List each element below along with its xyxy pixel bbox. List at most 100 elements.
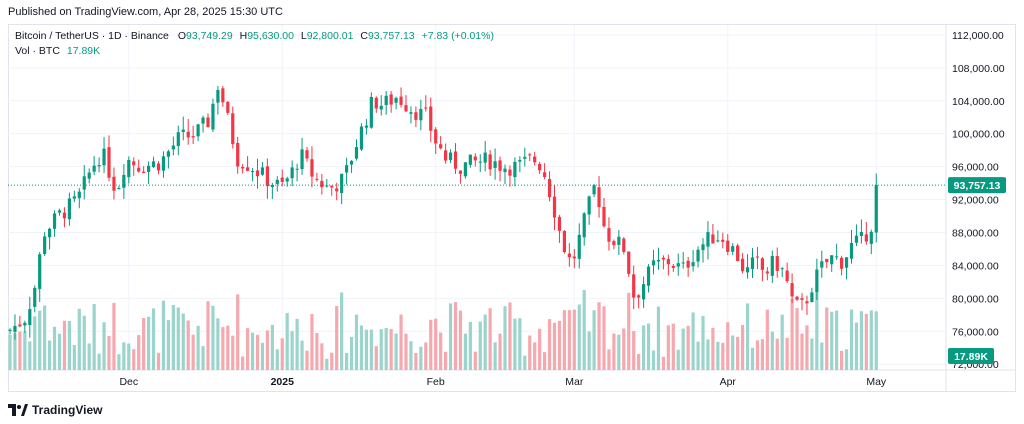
volume-bar: [869, 310, 873, 370]
volume-bar: [92, 304, 96, 370]
volume-bar: [770, 331, 774, 370]
candle-body: [780, 268, 784, 270]
volume-bar: [468, 321, 472, 370]
volume-bar: [706, 339, 710, 370]
candle-body: [731, 246, 735, 252]
candle-body: [161, 156, 166, 171]
candle-body: [409, 112, 413, 114]
candle-body: [448, 152, 453, 160]
volume-bar: [127, 343, 131, 370]
symbol-title[interactable]: Bitcoin / TetherUS · 1D · Binance: [15, 30, 169, 42]
volume-bar: [681, 328, 685, 370]
volume-bar: [741, 324, 745, 370]
volume-label[interactable]: Vol · BTC: [15, 45, 60, 57]
time-tick-label: Apr: [720, 376, 737, 388]
footer: TradingView: [8, 402, 102, 418]
candle-body: [226, 101, 230, 113]
volume-bar: [196, 325, 200, 370]
volume-bar: [43, 305, 47, 370]
volume-bar: [864, 313, 868, 370]
candle-body: [840, 257, 844, 269]
volume-bar: [221, 327, 225, 370]
candle-body: [869, 231, 873, 244]
candle-body: [176, 132, 180, 146]
candle-body: [543, 172, 547, 178]
candle-body: [77, 191, 81, 199]
candle-body: [394, 97, 398, 103]
volume-bar: [765, 309, 769, 370]
candle-body: [260, 167, 265, 175]
candle-body: [478, 161, 482, 163]
candle-body: [642, 284, 646, 300]
candle-body: [315, 178, 319, 180]
price-tick-label: 112,000.00: [952, 30, 1004, 42]
volume-bar: [656, 306, 661, 370]
volume-bar: [156, 352, 161, 370]
top-bar: Published on TradingView.com, Apr 28, 20…: [0, 0, 1024, 24]
candle-body: [533, 156, 537, 163]
candle-body: [330, 185, 334, 188]
candle-body: [745, 267, 750, 273]
candle-body: [211, 103, 215, 130]
time-tick-label: 2025: [271, 376, 295, 388]
volume-bar: [780, 314, 784, 370]
volume-bar: [820, 342, 824, 370]
candle-body: [87, 172, 91, 179]
volume-bar: [48, 340, 52, 370]
volume-bar: [142, 318, 146, 370]
candle-body: [686, 260, 690, 268]
time-tick-label: May: [866, 376, 887, 388]
candle-body: [790, 283, 794, 297]
volume-bar: [854, 322, 859, 370]
volume-bar: [483, 314, 487, 370]
candle-body: [523, 156, 527, 159]
candle-body: [547, 179, 552, 198]
candle-body: [820, 261, 824, 268]
volume-bar: [345, 353, 349, 370]
volume-bar: [265, 330, 269, 370]
volume-bar: [711, 327, 715, 370]
candle-body: [597, 187, 601, 208]
volume-bar: [632, 331, 636, 370]
candle-body: [107, 147, 111, 178]
volume-bar: [448, 303, 453, 370]
candle-body: [795, 296, 799, 300]
volume-bar: [429, 319, 433, 370]
volume-bar: [800, 333, 804, 370]
candle-body: [310, 159, 314, 177]
candle-body: [156, 163, 161, 171]
volume-bar: [216, 318, 220, 370]
candle-body: [62, 212, 67, 219]
candle-body: [805, 301, 809, 304]
candle-body: [691, 262, 695, 267]
volume-bar: [315, 333, 319, 370]
low-label: L: [300, 30, 307, 42]
volume-bar: [617, 334, 621, 370]
tradingview-logo-icon[interactable]: [8, 404, 28, 416]
volume-bar: [874, 311, 878, 370]
volume-bar: [137, 335, 141, 370]
candle-body: [147, 165, 151, 172]
candle-body: [775, 256, 779, 271]
volume-bar: [117, 354, 121, 370]
candle-body: [127, 159, 131, 178]
footer-brand[interactable]: TradingView: [32, 403, 103, 417]
candle-body: [295, 168, 299, 170]
price-tick-label: 104,000.00: [952, 96, 1005, 108]
candle-body: [250, 171, 255, 173]
volume-bar: [666, 325, 670, 370]
volume-legend: Vol · BTC 17.89K: [15, 45, 100, 57]
candle-body: [439, 144, 443, 149]
volume-bar: [206, 301, 210, 370]
volume-bar: [661, 356, 665, 370]
candle-body: [750, 257, 755, 270]
candle-body: [592, 185, 596, 195]
volume-bar: [671, 323, 675, 370]
candle-body: [488, 154, 492, 170]
chart-frame[interactable]: [8, 24, 1016, 392]
candle-body: [384, 95, 388, 105]
candle-body: [587, 196, 591, 215]
volume-bar: [815, 292, 819, 370]
candle-body: [241, 166, 245, 169]
